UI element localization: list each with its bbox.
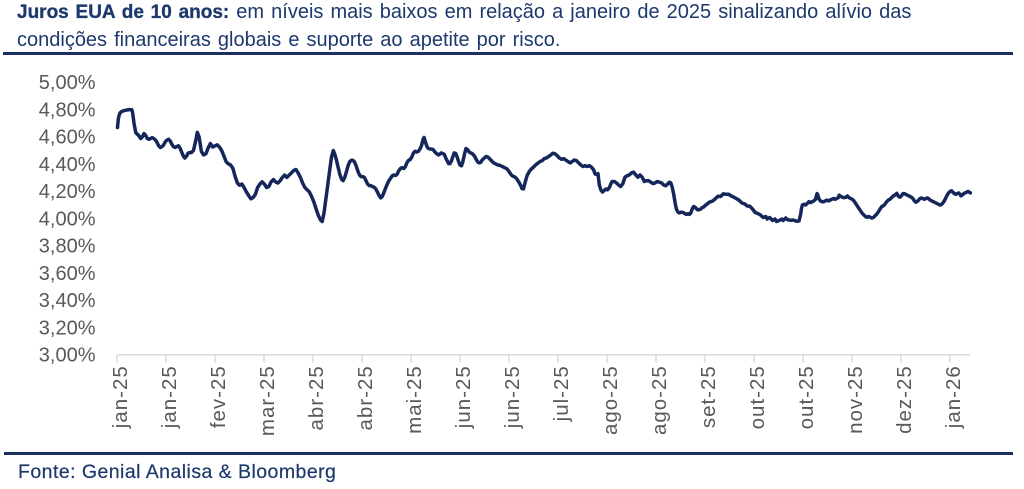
svg-text:4,60%: 4,60% — [39, 127, 96, 149]
svg-text:jan-26: jan-26 — [942, 365, 965, 429]
svg-text:abr-25: abr-25 — [305, 365, 328, 430]
svg-text:fev-25: fev-25 — [207, 365, 230, 428]
svg-text:4,80%: 4,80% — [39, 99, 96, 121]
svg-text:3,00%: 3,00% — [39, 345, 96, 367]
svg-text:out-25: out-25 — [746, 365, 769, 429]
svg-text:jan-25: jan-25 — [109, 365, 132, 429]
svg-text:mai-25: mai-25 — [403, 365, 426, 434]
svg-text:mar-25: mar-25 — [256, 365, 279, 436]
svg-text:jun-25: jun-25 — [452, 365, 475, 429]
svg-text:set-25: set-25 — [697, 365, 720, 428]
svg-text:3,60%: 3,60% — [39, 263, 96, 285]
svg-text:4,40%: 4,40% — [39, 154, 96, 176]
svg-text:5,00%: 5,00% — [39, 72, 96, 94]
svg-text:jan-25: jan-25 — [158, 365, 181, 429]
svg-text:ago-25: ago-25 — [599, 365, 622, 435]
svg-text:jul-25: jul-25 — [550, 365, 573, 422]
svg-text:3,20%: 3,20% — [39, 317, 96, 339]
svg-text:4,00%: 4,00% — [39, 208, 96, 230]
svg-text:abr-25: abr-25 — [354, 365, 377, 430]
svg-text:3,40%: 3,40% — [39, 290, 96, 312]
svg-text:4,20%: 4,20% — [39, 181, 96, 203]
svg-text:3,80%: 3,80% — [39, 236, 96, 258]
svg-text:ago-25: ago-25 — [648, 365, 671, 435]
svg-text:jun-25: jun-25 — [501, 365, 524, 429]
svg-text:dez-25: dez-25 — [893, 365, 916, 434]
svg-text:nov-25: nov-25 — [844, 365, 867, 434]
svg-text:out-25: out-25 — [795, 365, 818, 429]
